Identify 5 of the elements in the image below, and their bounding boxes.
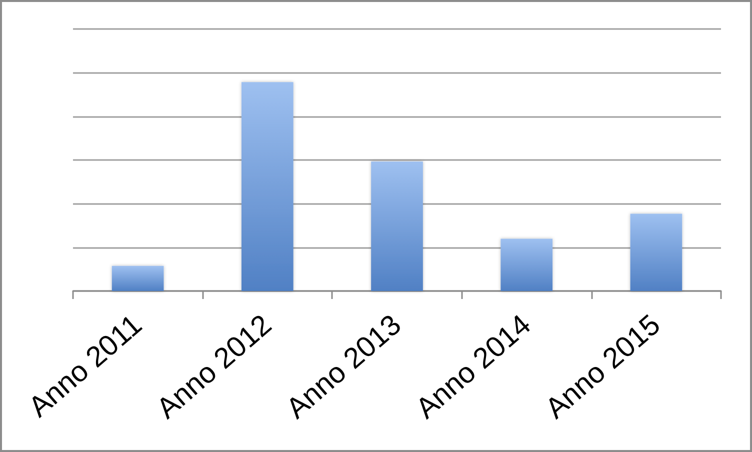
bar xyxy=(371,161,423,291)
bar xyxy=(630,214,682,291)
bar xyxy=(500,238,553,291)
bar xyxy=(112,266,164,291)
bar xyxy=(241,82,294,291)
